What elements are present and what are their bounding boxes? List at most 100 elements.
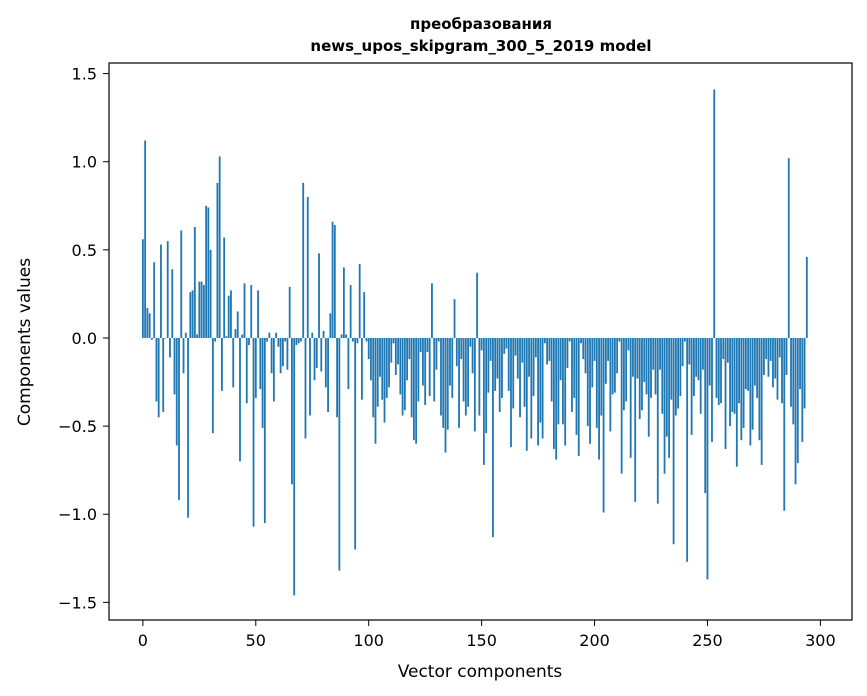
bar-224 <box>647 337 650 437</box>
bar-88 <box>340 334 343 338</box>
bar-176 <box>539 337 542 423</box>
bar-21 <box>189 292 192 338</box>
bar-138 <box>453 299 456 338</box>
bar-39 <box>230 290 232 338</box>
bar-142 <box>462 337 465 402</box>
bar-164 <box>512 337 515 409</box>
bar-200 <box>593 337 596 361</box>
bar-52 <box>259 337 262 390</box>
bar-256 <box>720 337 722 404</box>
bar-246 <box>697 337 700 381</box>
bar-79 <box>320 337 323 372</box>
bar-188 <box>566 337 569 368</box>
bar-182 <box>552 337 555 450</box>
bar-44 <box>241 334 244 338</box>
bar-16 <box>178 337 180 501</box>
bar-130 <box>435 337 438 370</box>
y-tick-label: 1.5 <box>72 65 97 84</box>
bar-118 <box>408 337 411 360</box>
bar-40 <box>232 337 235 388</box>
bar-84 <box>331 221 334 338</box>
bar-268 <box>747 337 750 391</box>
bar-206 <box>607 337 609 361</box>
bar-275 <box>763 337 765 375</box>
bar-166 <box>516 337 519 379</box>
bar-6 <box>155 337 158 402</box>
bar-210 <box>616 337 619 374</box>
bar-86 <box>336 337 338 418</box>
bar-122 <box>417 337 420 402</box>
bar-174 <box>534 337 537 358</box>
bar-217 <box>632 337 634 377</box>
bar-202 <box>598 337 600 460</box>
bar-139 <box>455 337 458 367</box>
bar-36 <box>223 237 226 338</box>
x-tick-label: 300 <box>805 631 836 650</box>
bar-159 <box>501 337 503 398</box>
bar-195 <box>582 337 585 360</box>
bar-190 <box>571 337 573 412</box>
bar-184 <box>557 337 560 425</box>
bar-153 <box>487 337 490 393</box>
bar-160 <box>503 337 506 354</box>
bar-284 <box>783 337 786 511</box>
bar-68 <box>295 337 298 346</box>
bar-262 <box>733 337 736 414</box>
x-tick-label: 200 <box>579 631 610 650</box>
chart-title-line-1: преобразования <box>410 15 552 33</box>
bar-175 <box>537 337 539 446</box>
bar-132 <box>440 337 442 416</box>
bar-157 <box>496 337 499 379</box>
bar-281 <box>776 337 779 400</box>
x-tick-label: 100 <box>353 631 384 650</box>
bar-8 <box>160 244 162 338</box>
bar-48 <box>250 285 253 338</box>
bar-53 <box>261 337 264 428</box>
bar-294 <box>805 256 808 338</box>
x-axis-ticks: 0 50 100 150 200 250 300 <box>138 620 836 650</box>
bar-286 <box>787 158 790 338</box>
bar-187 <box>564 337 567 446</box>
bar-248 <box>702 337 704 370</box>
bar-257 <box>722 337 725 360</box>
bar-241 <box>686 337 689 562</box>
bar-55 <box>266 337 268 342</box>
bar-51 <box>257 290 259 338</box>
bar-264 <box>738 337 740 404</box>
bar-12 <box>169 337 171 358</box>
bar-18 <box>182 337 185 374</box>
bar-97 <box>361 337 363 400</box>
bar-290 <box>796 337 799 464</box>
x-tick-label: 50 <box>246 631 266 650</box>
bar-28 <box>205 205 208 338</box>
bar-181 <box>550 337 553 402</box>
bar-114 <box>399 337 402 395</box>
bar-230 <box>661 337 664 414</box>
bar-140 <box>458 337 460 428</box>
bar-253 <box>713 89 716 338</box>
bar-99 <box>365 337 368 342</box>
bar-50 <box>254 337 257 398</box>
bar-168 <box>521 337 524 363</box>
bar-277 <box>767 337 770 377</box>
bar-156 <box>494 337 497 391</box>
bar-65 <box>288 286 291 338</box>
y-axis-label: Components values <box>15 258 35 426</box>
bar-66 <box>291 337 293 485</box>
bar-247 <box>699 337 702 414</box>
bar-5 <box>153 262 156 338</box>
y-tick-label: −0.5 <box>58 417 97 436</box>
bar-229 <box>659 337 661 370</box>
bar-255 <box>717 337 720 405</box>
bar-133 <box>442 337 445 428</box>
bar-45 <box>243 283 246 338</box>
bar-145 <box>469 337 472 347</box>
bar-279 <box>772 337 774 388</box>
bar-76 <box>313 337 316 381</box>
bar-32 <box>214 337 217 342</box>
bar-100 <box>367 337 370 360</box>
bar-196 <box>584 337 587 374</box>
bar-60 <box>277 337 280 347</box>
bar-93 <box>352 337 354 342</box>
bar-270 <box>751 337 754 430</box>
